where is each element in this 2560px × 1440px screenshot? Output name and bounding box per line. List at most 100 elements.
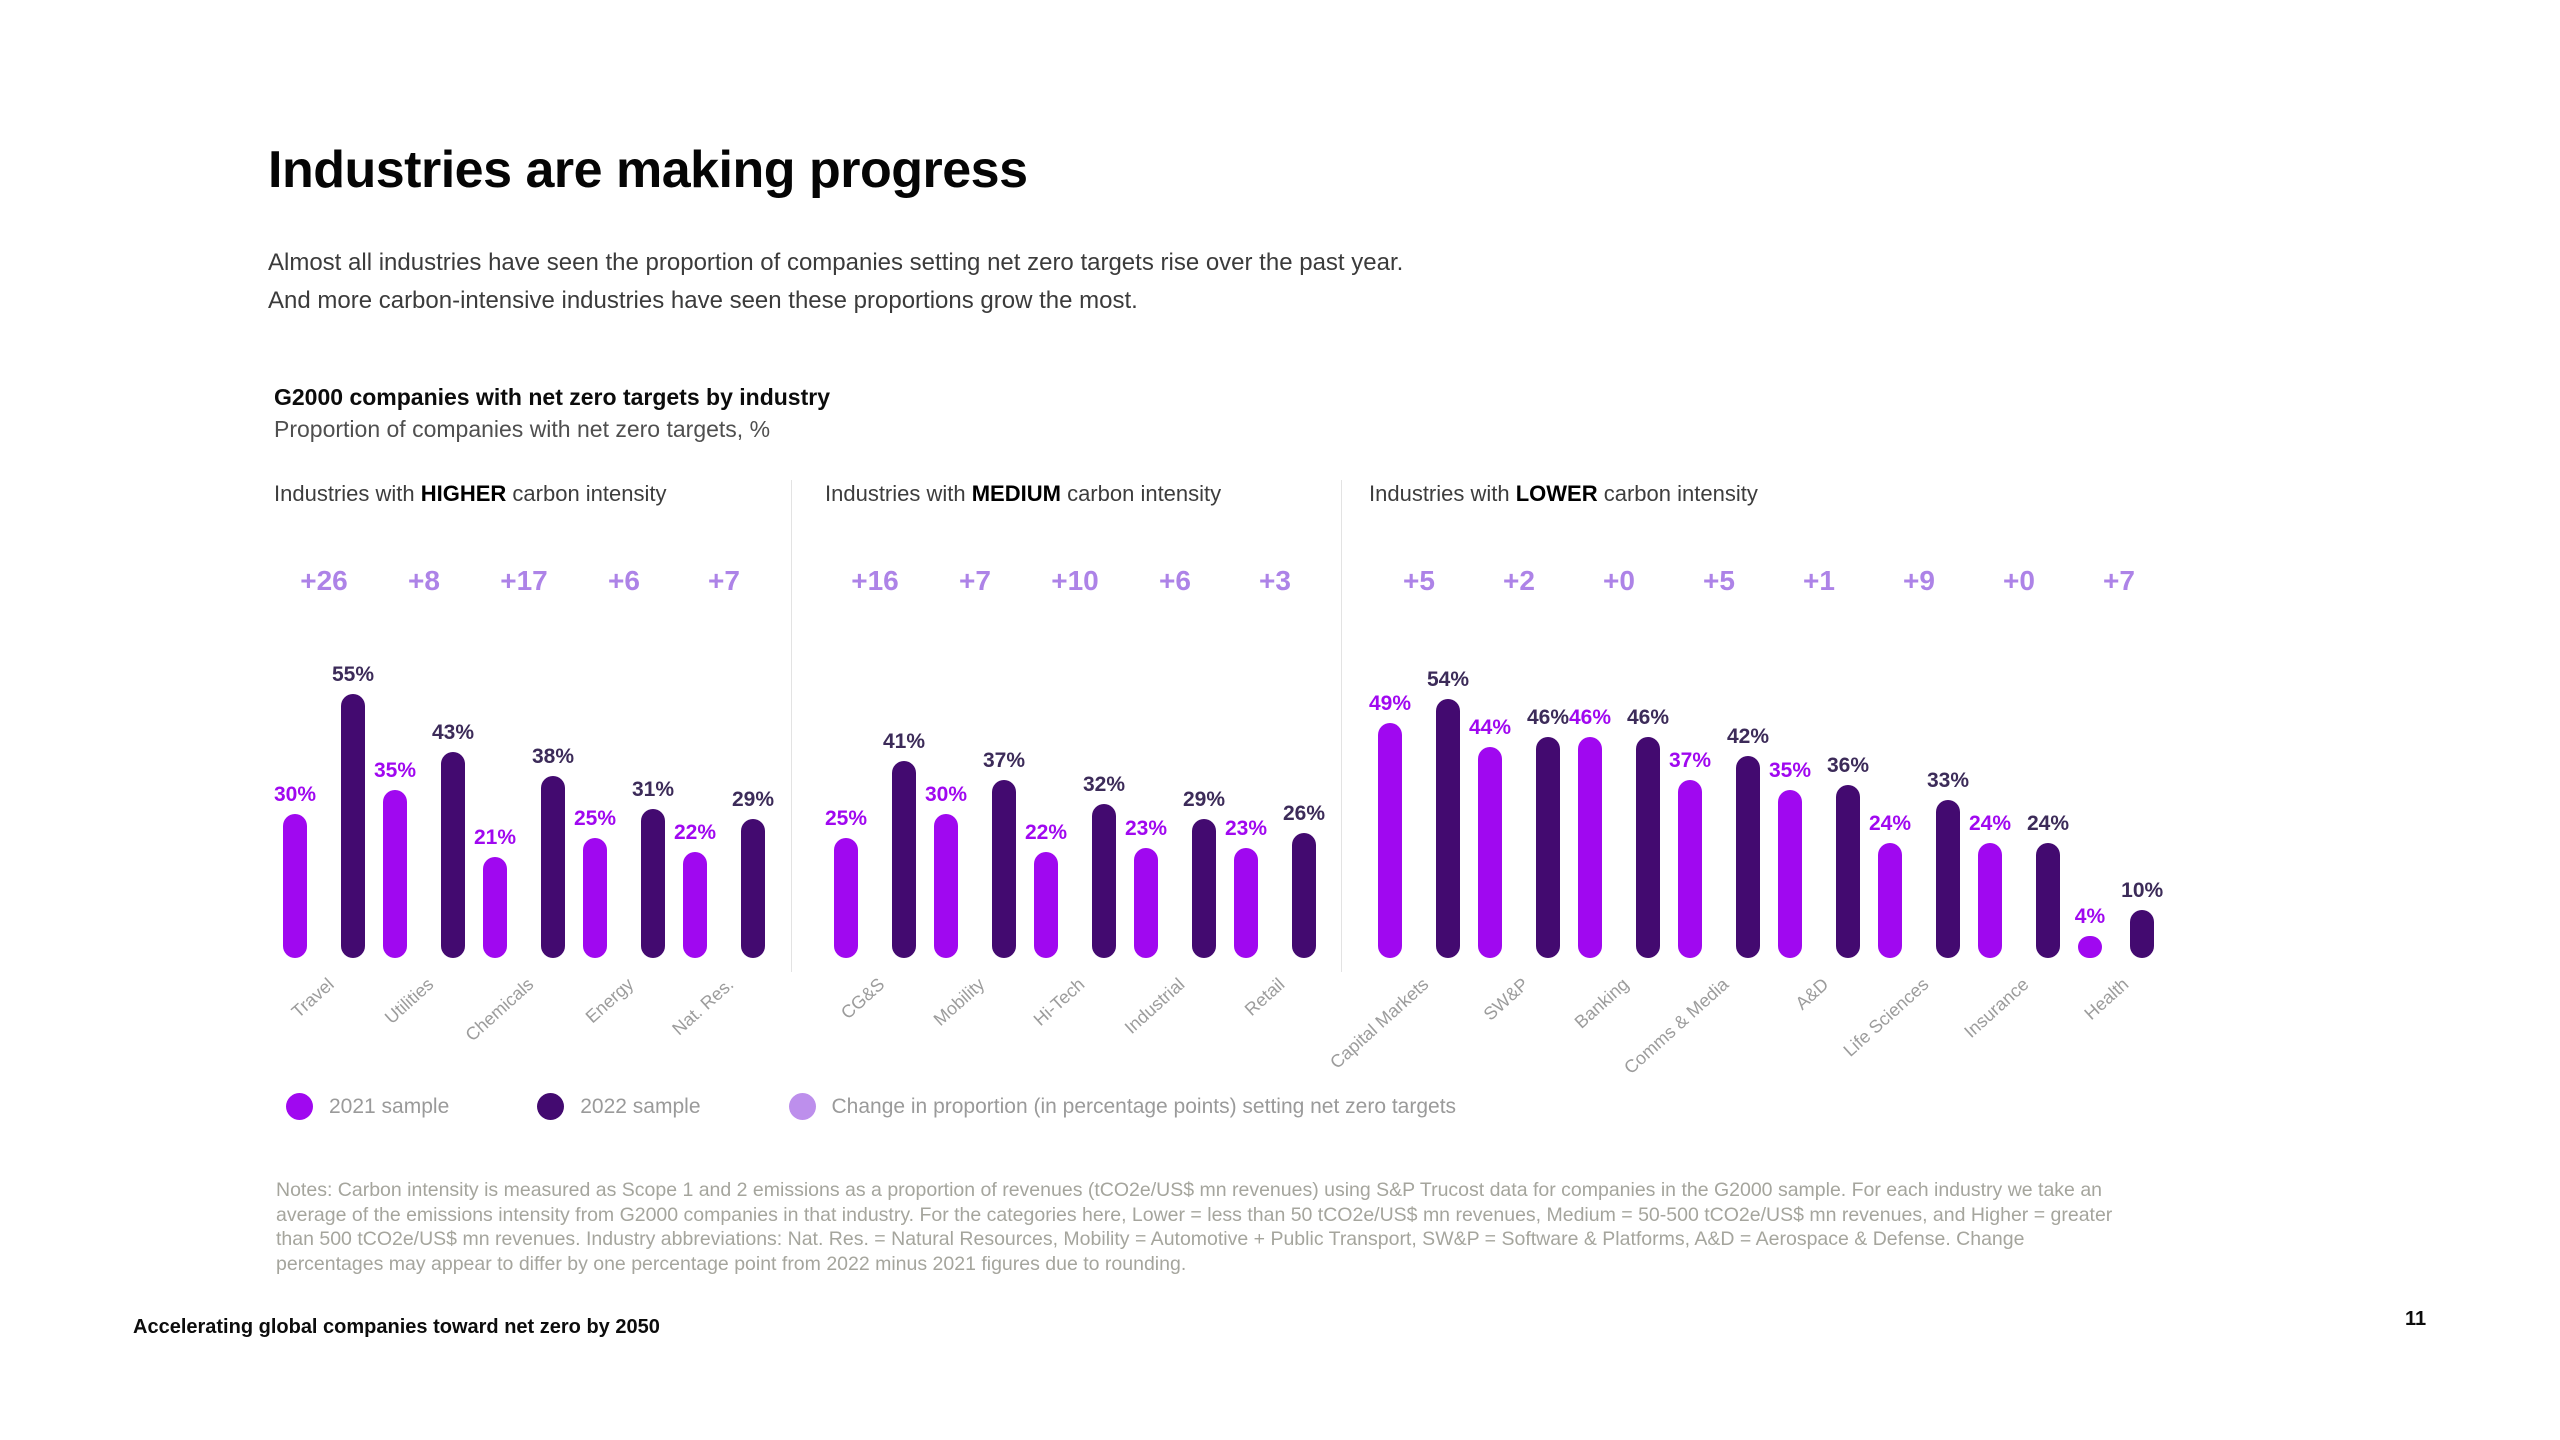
section-label: Industries with HIGHER carbon intensity — [274, 481, 667, 506]
bar-col-2021: 21% — [474, 825, 516, 958]
bar-2021 — [833, 838, 858, 958]
bar-group-travel: +26 30% 55% Travel — [274, 564, 374, 1088]
bar-group-mobility: +7 30% 37% Mobility — [925, 564, 1025, 1088]
bar-value-2022: 55% — [332, 663, 375, 686]
change-label: +5 — [1403, 565, 1435, 596]
bar-2021 — [1777, 790, 1802, 958]
bar-value-2021: 35% — [1768, 759, 1811, 782]
bar-col-2022: 46% — [1527, 705, 1569, 958]
bar-value-2022: 29% — [732, 787, 775, 811]
bar-pair: 35% 43% — [374, 646, 474, 958]
category-label-text: CG&S — [837, 974, 889, 1023]
bar-group-energy: +6 25% 31% Energy — [574, 564, 674, 1088]
section-lower: Industries with LOWER carbon intensity +5… — [1326, 480, 2169, 1078]
bar-2022 — [1292, 833, 1317, 958]
bar-group-banking: +0 46% 46% Banking — [1569, 564, 1669, 1088]
bar-group-utilities: +8 35% 43% Utilities — [374, 564, 474, 1088]
intro-line-1: Almost all industries have seen the prop… — [268, 249, 1404, 276]
category-label: Comms & Media — [1620, 958, 1769, 1088]
bar-groups-row: +16 25% 41% CG&S +7 30% 37% Mobility +10 22% 32% Hi… — [825, 564, 1341, 1088]
bar-2021 — [1877, 842, 1902, 958]
bar-group-retail: +3 23% 26% Retail — [1225, 564, 1325, 1088]
bar-value-2021: 22% — [673, 821, 716, 845]
bar-pair: 35% 36% — [1769, 646, 1869, 958]
bar-col-2021: 24% — [1869, 811, 1911, 958]
intro-line-2: And more carbon-intensive industries hav… — [268, 287, 1138, 314]
bar-group-capital-markets: +5 49% 54% Capital Markets — [1326, 564, 1469, 1088]
bar-2021 — [933, 814, 958, 958]
bar-value-2022: 26% — [1283, 802, 1326, 826]
bar-2021 — [682, 852, 707, 958]
category-label-text: A&D — [1791, 974, 1833, 1014]
bar-2022 — [1836, 785, 1861, 958]
category-label: Insurance — [1960, 958, 2069, 1088]
bar-col-2021: 30% — [274, 782, 316, 958]
category-label-text: Health — [2080, 974, 2133, 1024]
legend-dot-2021-icon — [286, 1093, 313, 1120]
bar-value-2022: 43% — [432, 720, 475, 744]
bar-2022 — [541, 775, 566, 958]
bar-pair: 25% 31% — [574, 646, 674, 958]
bar-2022 — [1436, 698, 1461, 958]
change-label: +6 — [1159, 565, 1191, 596]
category-label-text: Capital Markets — [1326, 974, 1433, 1073]
category-label: Energy — [574, 958, 674, 1088]
bar-2021 — [1977, 842, 2002, 958]
category-label: SW&P — [1469, 958, 1569, 1088]
category-label: Utilities — [374, 958, 474, 1088]
bar-col-2022: 31% — [632, 777, 674, 958]
change-label: +17 — [500, 565, 548, 596]
bar-2021 — [2077, 936, 2102, 958]
bar-group-comms-media: +5 37% 42% Comms & Media — [1620, 564, 1769, 1088]
bar-value-2022: 46% — [1527, 706, 1570, 730]
change-label: +5 — [1703, 565, 1735, 596]
bar-value-2021: 30% — [273, 783, 316, 806]
category-label: Banking — [1569, 958, 1669, 1088]
category-label: CG&S — [825, 958, 925, 1088]
category-label-text: Banking — [1570, 974, 1633, 1033]
category-label: Nat. Res. — [668, 958, 774, 1088]
change-label: +8 — [408, 565, 440, 596]
page-title: Industries are making progress — [268, 141, 1028, 199]
bar-2021 — [1033, 852, 1058, 958]
bar-pair: 25% 41% — [825, 646, 925, 958]
bar-col-2021: 25% — [825, 806, 867, 958]
category-label-text: Travel — [287, 974, 338, 1022]
bar-value-2021: 49% — [1368, 691, 1411, 715]
category-label-text: Retail — [1240, 974, 1289, 1020]
chart-title: G2000 companies with net zero targets by… — [274, 384, 830, 410]
bar-2022 — [641, 809, 666, 958]
section-label-emphasis: MEDIUM — [971, 481, 1061, 506]
section-label: Industries with LOWER carbon intensity — [1369, 481, 1758, 506]
change-label: +7 — [708, 565, 740, 596]
bar-col-2021: 22% — [674, 820, 716, 958]
bar-col-2021: 44% — [1469, 715, 1511, 958]
change-label: +9 — [1903, 565, 1935, 596]
bar-pair: 22% 29% — [674, 646, 774, 958]
change-label: +16 — [851, 565, 899, 596]
category-label-text: Industrial — [1120, 974, 1189, 1038]
section-medium: Industries with MEDIUM carbon intensity +… — [792, 480, 1342, 1038]
legend-dot-2022-icon — [537, 1093, 565, 1120]
bar-value-2022: 41% — [883, 730, 926, 754]
category-label-text: Mobility — [929, 974, 989, 1030]
bar-value-2022: 29% — [1183, 787, 1226, 811]
bar-group-nat-res-: +7 22% 29% Nat. Res. — [668, 564, 774, 1088]
bar-col-2022: 32% — [1083, 772, 1125, 958]
bar-2021 — [1233, 847, 1258, 958]
bar-group-hi-tech: +10 22% 32% Hi-Tech — [1025, 564, 1125, 1088]
bar-pair: 24% 24% — [1969, 646, 2069, 958]
category-label: Life Sciences — [1839, 958, 1969, 1088]
footer-title: Accelerating global companies toward net… — [133, 1316, 660, 1338]
bar-value-2021: 46% — [1568, 706, 1611, 730]
change-label: +10 — [1051, 565, 1099, 596]
bar-col-2021: 46% — [1569, 705, 1611, 958]
change-label: +0 — [1603, 565, 1635, 596]
bar-col-2022: 33% — [1927, 768, 1969, 958]
bar-col-2021: 23% — [1225, 816, 1267, 958]
bar-col-2022: 37% — [983, 748, 1025, 958]
bar-pair: 49% 54% — [1369, 646, 1469, 958]
bar-2021 — [582, 838, 607, 958]
bar-group-insurance: +0 24% 24% Insurance — [1960, 564, 2069, 1088]
bar-value-2021: 44% — [1468, 715, 1511, 739]
